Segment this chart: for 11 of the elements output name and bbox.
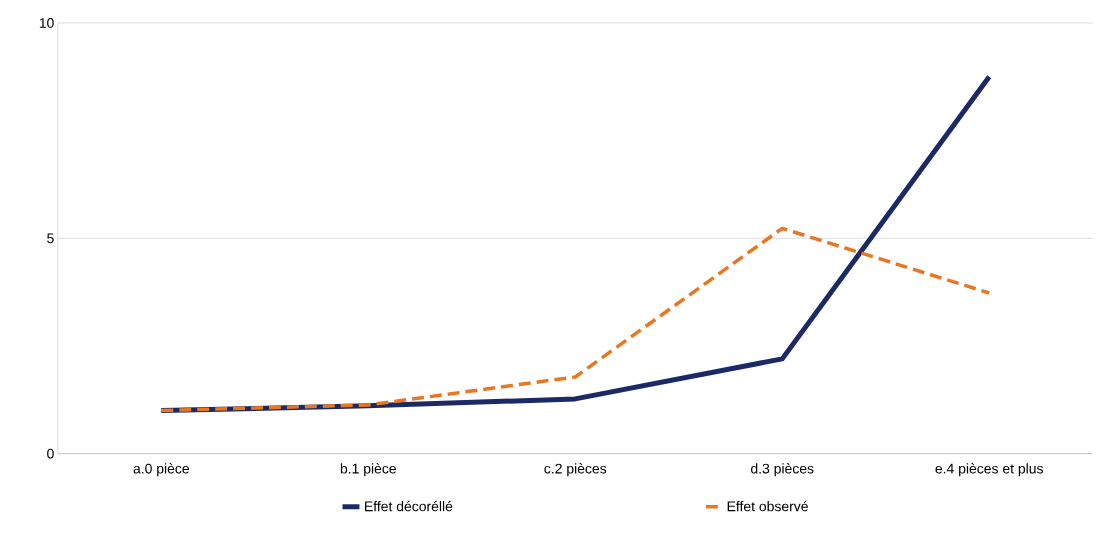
x-tick-label: b.1 pièce	[340, 462, 396, 477]
line-series	[159, 226, 991, 413]
y-tick-label: 0	[47, 448, 54, 459]
y-tick-label: 10	[39, 17, 54, 28]
legend-label: Effet observé	[727, 500, 808, 512]
x-tick-label: c.2 pièces	[544, 462, 607, 477]
x-tick-label: a.0 pièce	[133, 462, 190, 477]
x-tick-label: e.4 pièces et plus	[935, 462, 1043, 477]
y-tick-label: 5	[47, 233, 54, 243]
x-tick-label: d.3 pièces	[751, 462, 814, 477]
legend-label: Effet décoréllé	[365, 500, 453, 512]
